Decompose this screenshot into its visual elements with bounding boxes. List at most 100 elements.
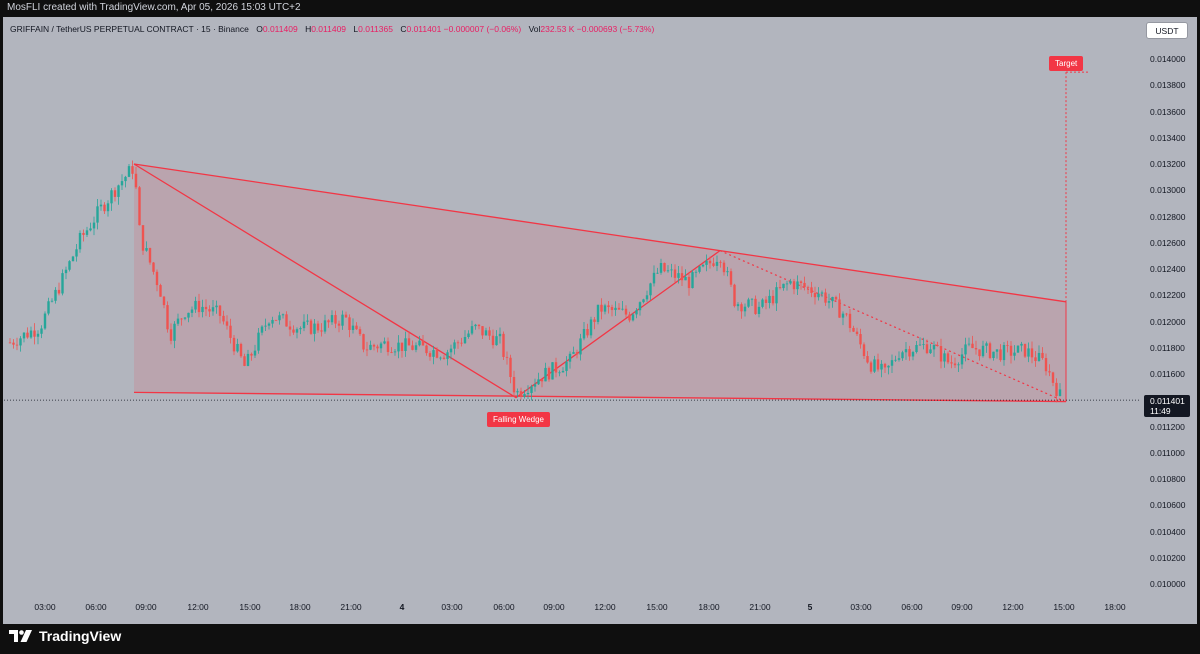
price-axis-label: 0.012800 bbox=[1150, 211, 1186, 222]
candle-up bbox=[306, 320, 309, 322]
candle-up bbox=[572, 352, 575, 354]
candle-down bbox=[722, 262, 726, 273]
candle-down bbox=[239, 343, 243, 357]
candle-up bbox=[439, 357, 442, 359]
candle-down bbox=[232, 337, 236, 352]
candle-up bbox=[890, 360, 894, 366]
candle-down bbox=[138, 187, 141, 226]
candle-down bbox=[729, 271, 733, 285]
candle-down bbox=[222, 315, 225, 322]
candle-down bbox=[519, 391, 523, 397]
candle-up bbox=[299, 328, 302, 330]
candle-up bbox=[19, 338, 22, 346]
candle-up bbox=[568, 353, 572, 362]
price-axis-label: 0.011200 bbox=[1150, 421, 1185, 432]
candle-down bbox=[442, 357, 446, 359]
candle-down bbox=[292, 329, 295, 333]
chart-area[interactable] bbox=[3, 17, 1197, 624]
candle-up bbox=[530, 386, 533, 393]
tradingview-brand[interactable]: TradingView bbox=[9, 628, 121, 644]
candle-down bbox=[628, 314, 631, 321]
zigzag-line bbox=[133, 163, 721, 399]
candle-down bbox=[390, 352, 393, 353]
candle-up bbox=[922, 344, 925, 346]
candle-up bbox=[120, 181, 124, 186]
price-axis-label: 0.013000 bbox=[1150, 185, 1186, 196]
time-axis-label: 03:00 bbox=[34, 602, 56, 612]
candle-up bbox=[656, 272, 659, 274]
candle-down bbox=[687, 276, 691, 289]
currency-button[interactable]: USDT bbox=[1146, 22, 1188, 39]
candle-up bbox=[649, 283, 652, 296]
price-axis-label: 0.013800 bbox=[1150, 80, 1186, 91]
falling-wedge-label[interactable]: Falling Wedge bbox=[487, 412, 550, 427]
candle-down bbox=[838, 299, 841, 318]
candle-up bbox=[750, 298, 754, 300]
candle-down bbox=[859, 334, 862, 345]
candle-up bbox=[932, 345, 936, 350]
candle-up bbox=[369, 344, 372, 350]
chart-credit: MosFLI created with TradingView.com, Apr… bbox=[7, 2, 301, 13]
candle-down bbox=[876, 359, 880, 370]
candle-up bbox=[351, 325, 355, 331]
candle-up bbox=[271, 319, 274, 324]
candle-up bbox=[726, 271, 729, 273]
candle-up bbox=[467, 333, 470, 337]
high-key: H bbox=[305, 24, 312, 34]
candle-down bbox=[764, 299, 768, 303]
candle-down bbox=[939, 346, 943, 362]
candle-down bbox=[624, 308, 628, 315]
candle-up bbox=[558, 372, 561, 374]
candle-up bbox=[257, 332, 260, 351]
candle-up bbox=[995, 349, 999, 352]
candle-up bbox=[789, 281, 792, 284]
time-axis-label: 09:00 bbox=[951, 602, 973, 612]
candle-up bbox=[71, 256, 75, 262]
candle-up bbox=[54, 289, 57, 301]
candle-down bbox=[1006, 345, 1009, 346]
candle-down bbox=[502, 333, 505, 357]
candle-up bbox=[911, 352, 915, 357]
candle-up bbox=[1016, 345, 1020, 353]
candle-down bbox=[1044, 358, 1048, 372]
candle-up bbox=[246, 353, 250, 366]
candle-down bbox=[883, 363, 887, 368]
target-label[interactable]: Target bbox=[1049, 56, 1084, 71]
candle-down bbox=[491, 335, 495, 346]
candle-down bbox=[204, 306, 208, 310]
candle-down bbox=[988, 343, 992, 359]
candle-down bbox=[386, 341, 390, 353]
price-axis-label: 0.011800 bbox=[1150, 342, 1185, 353]
candle-up bbox=[827, 301, 831, 303]
time-axis-label: 12:00 bbox=[1002, 602, 1024, 612]
candle-down bbox=[8, 342, 12, 344]
candle-down bbox=[540, 379, 544, 382]
price-axis-label: 0.010000 bbox=[1150, 579, 1186, 589]
close-value: 0.011401 −0.000007 (−0.06%) bbox=[406, 24, 522, 34]
candle-down bbox=[159, 285, 162, 297]
candle-up bbox=[99, 204, 103, 207]
candle-down bbox=[708, 260, 712, 264]
time-axis-label: 15:00 bbox=[239, 602, 261, 612]
candle-down bbox=[316, 323, 320, 331]
last-price-value: 0.011401 bbox=[1150, 396, 1185, 406]
candle-up bbox=[117, 185, 120, 197]
candle-down bbox=[327, 320, 330, 323]
candle-up bbox=[715, 261, 719, 266]
top-bar: MosFLI created with TradingView.com, Apr… bbox=[0, 0, 1200, 17]
candle-up bbox=[537, 379, 540, 385]
candle-up bbox=[484, 330, 488, 336]
candle-up bbox=[943, 353, 946, 362]
candle-up bbox=[341, 314, 344, 326]
candle-up bbox=[785, 283, 789, 285]
time-axis-label: 15:00 bbox=[1053, 602, 1075, 612]
time-axis-label: 06:00 bbox=[901, 602, 923, 612]
candle-down bbox=[547, 367, 551, 380]
candle-up bbox=[775, 287, 778, 304]
candle-up bbox=[397, 342, 400, 352]
candle-down bbox=[862, 344, 866, 357]
candle-down bbox=[12, 342, 15, 345]
candle-down bbox=[274, 319, 278, 321]
candle-up bbox=[50, 300, 54, 302]
candle-down bbox=[600, 304, 603, 312]
